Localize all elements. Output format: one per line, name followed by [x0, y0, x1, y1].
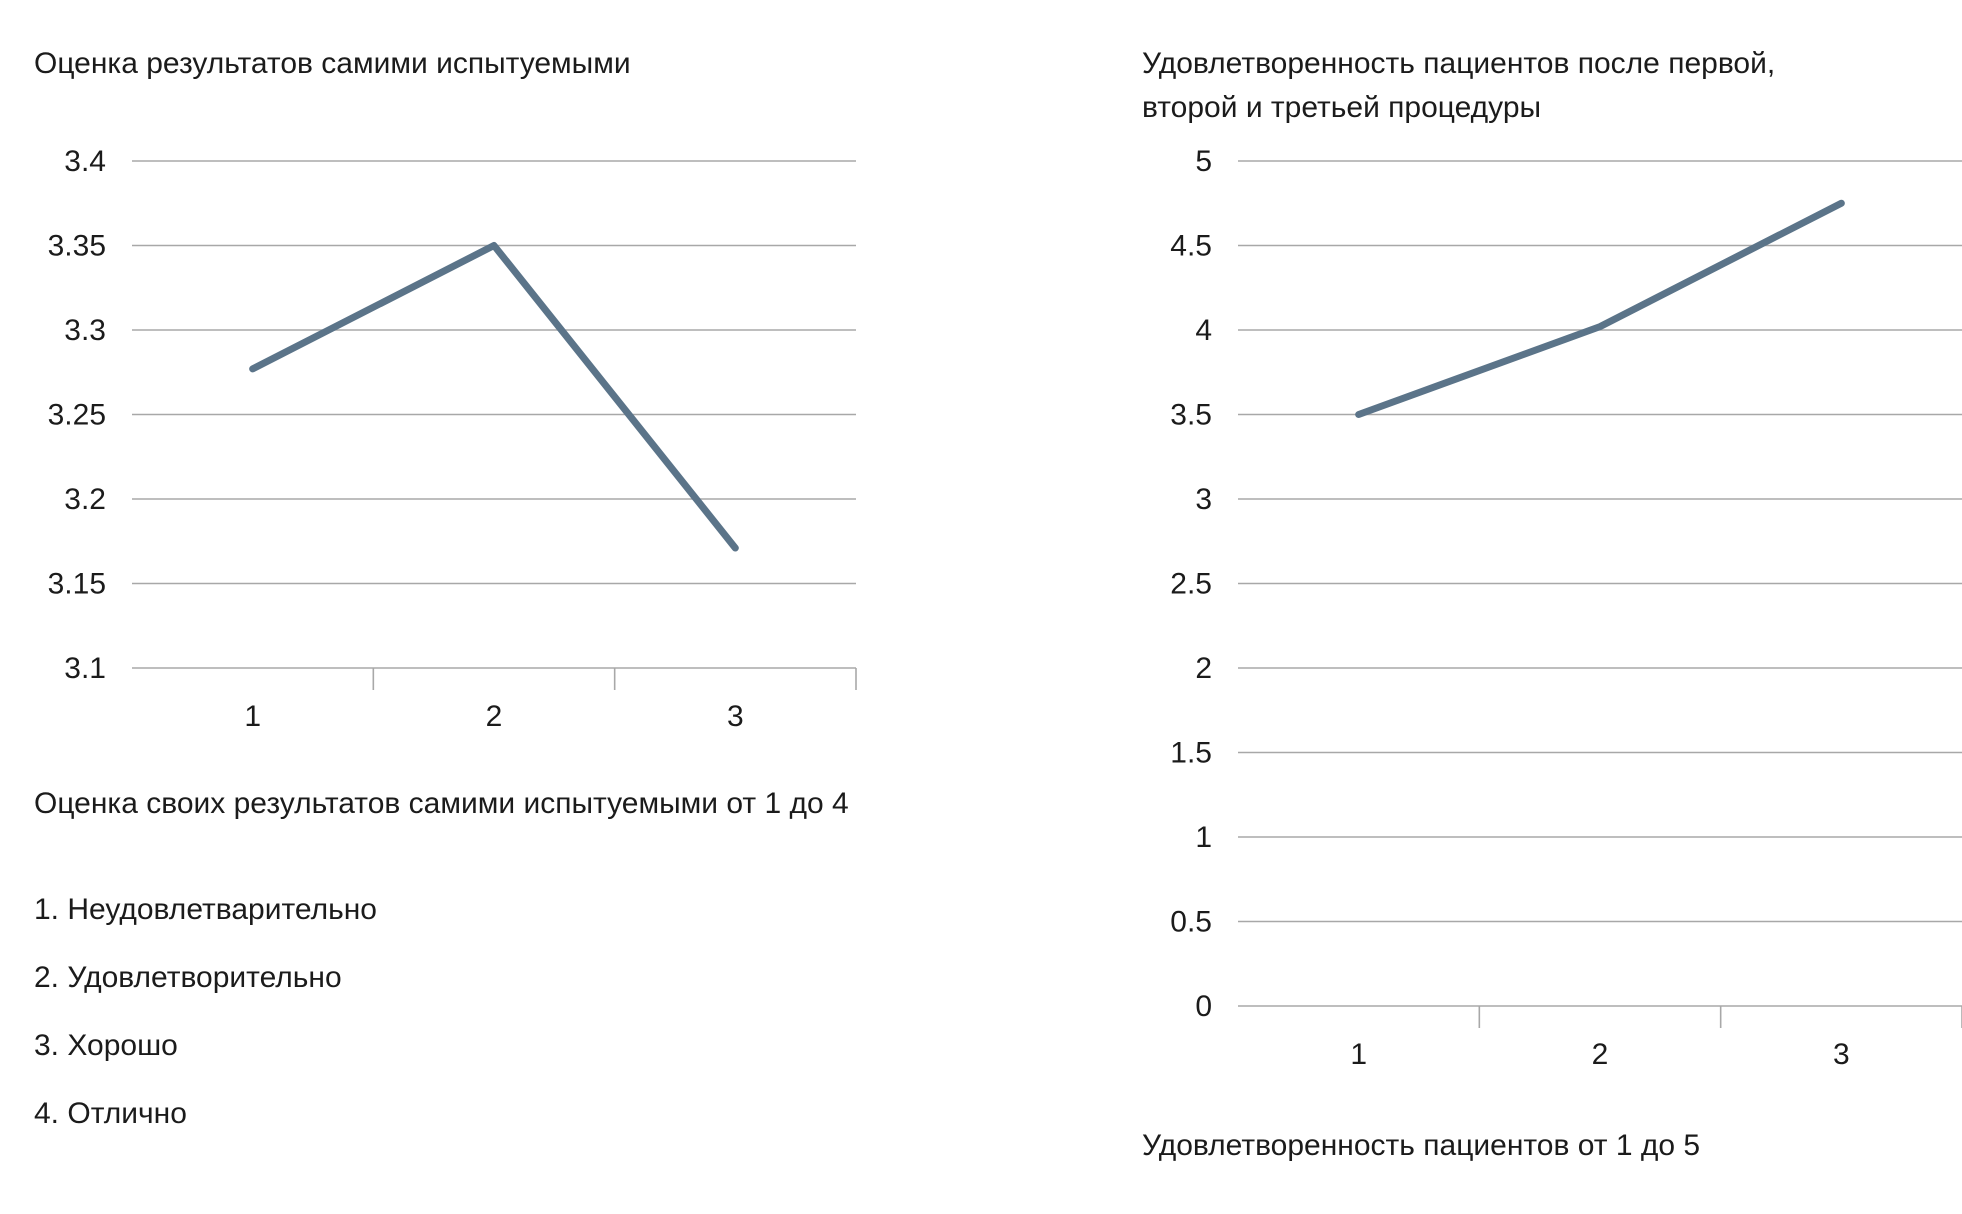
- right-chart-caption: Удовлетворенность пациентов от 1 до 5: [1142, 1129, 1701, 1162]
- x-tick-label: 1: [1350, 1038, 1367, 1071]
- right-chart-title-line-2: второй и третьей процедуры: [1142, 91, 1542, 124]
- y-tick-label: 3.35: [48, 230, 106, 263]
- x-tick-label: 2: [486, 700, 503, 733]
- y-tick-label: 1: [1195, 821, 1212, 854]
- y-tick-label: 2: [1195, 652, 1212, 685]
- rating-scale-list: 1. Неудовлетварительно 2. Удовлетворител…: [34, 888, 377, 1160]
- y-tick-label: 3.25: [48, 399, 106, 432]
- x-tick-label: 1: [244, 700, 261, 733]
- right-chart-title: Удовлетворенность пациентов после первой…: [1142, 42, 1775, 130]
- y-tick-label: 3.5: [1170, 399, 1212, 432]
- left-chart-caption: Оценка своих результатов самими испытуем…: [34, 787, 849, 820]
- rating-scale-item: 2. Удовлетворительно: [34, 961, 342, 994]
- rating-scale-item: 3. Хорошо: [34, 1029, 178, 1062]
- y-tick-label: 3.1: [64, 652, 106, 685]
- y-tick-label: 3.4: [64, 145, 106, 178]
- y-tick-label: 0.5: [1170, 906, 1212, 939]
- y-tick-label: 3.15: [48, 568, 106, 601]
- x-tick-label: 3: [727, 700, 744, 733]
- y-tick-label: 3.2: [64, 483, 106, 516]
- left-chart-title: Оценка результатов самими испытуемыми: [34, 47, 631, 80]
- rating-scale-item: 4. Отлично: [34, 1097, 187, 1130]
- series-line: [249, 242, 739, 552]
- y-tick-label: 3.3: [64, 314, 106, 347]
- x-tick-label: 2: [1592, 1038, 1609, 1071]
- y-tick-label: 2.5: [1170, 568, 1212, 601]
- rating-scale-item: 1. Неудовлетварительно: [34, 893, 377, 926]
- y-tick-label: 4.5: [1170, 230, 1212, 263]
- y-tick-label: 5: [1195, 145, 1212, 178]
- x-tick-label: 3: [1833, 1038, 1850, 1071]
- series-line: [1355, 199, 1845, 418]
- right-chart-title-line-1: Удовлетворенность пациентов после первой…: [1142, 47, 1776, 80]
- y-tick-label: 3: [1195, 483, 1212, 516]
- y-tick-label: 0: [1195, 990, 1212, 1023]
- y-tick-label: 4: [1195, 314, 1212, 347]
- y-tick-label: 1.5: [1170, 737, 1212, 770]
